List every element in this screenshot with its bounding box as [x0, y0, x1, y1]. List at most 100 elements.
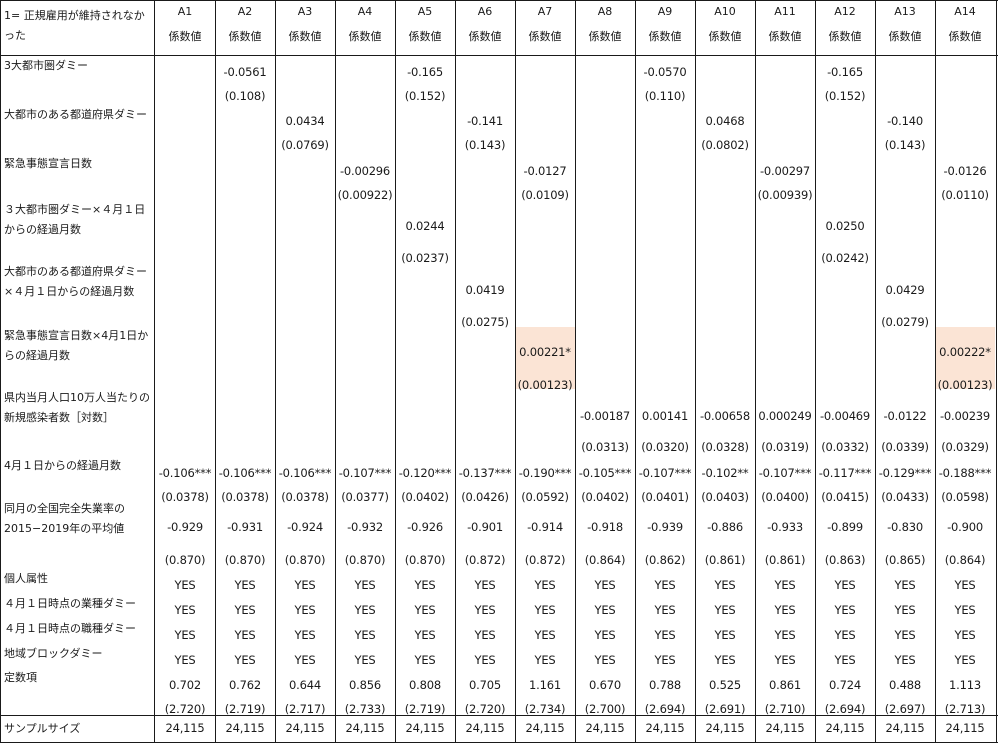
column-divider: [575, 0, 576, 743]
coefficient-value: -0.190***: [518, 466, 572, 480]
coefficient-value: -0.939: [647, 520, 683, 534]
standard-error-value: (0.143): [884, 138, 926, 152]
standard-error-value: (2.734): [524, 702, 566, 716]
standard-error-value: (0.0402): [401, 490, 449, 504]
coefficient-value: YES: [594, 628, 616, 642]
standard-error-value: (2.720): [164, 702, 206, 716]
column-header: A11: [774, 5, 796, 18]
coefficient-value: YES: [894, 578, 916, 592]
coefficient-value: -0.00469: [819, 409, 871, 423]
row-label: ４月１日時点の業種ダミー: [4, 597, 136, 610]
column-divider: [335, 0, 336, 743]
standard-error-value: (0.0237): [401, 251, 449, 265]
coefficient-value: YES: [294, 603, 316, 617]
standard-error-value: (0.863): [824, 553, 866, 567]
standard-error-value: (0.0242): [821, 251, 869, 265]
standard-error-value: (0.870): [344, 553, 386, 567]
coefficient-value: 24,115: [405, 721, 445, 735]
coefficient-value: 24,115: [885, 721, 925, 735]
coefficient-value: 24,115: [285, 721, 325, 735]
coefficient-value: -0.0570: [643, 65, 687, 79]
column-sublabel: 係数値: [288, 30, 322, 43]
coefficient-value: 24,115: [525, 721, 565, 735]
coefficient-value: YES: [834, 578, 856, 592]
standard-error-value: (0.00939): [757, 188, 813, 202]
standard-error-value: (0.0110): [941, 188, 989, 202]
coefficient-value: YES: [174, 653, 196, 667]
coefficient-value: YES: [234, 653, 256, 667]
coefficient-value: 0.856: [349, 678, 381, 692]
coefficient-value: -0.932: [347, 520, 383, 534]
standard-error-value: (0.861): [704, 553, 746, 567]
standard-error-value: (0.870): [224, 553, 266, 567]
coefficient-value: YES: [894, 603, 916, 617]
coefficient-value: YES: [654, 628, 676, 642]
column-divider: [215, 0, 216, 743]
standard-error-value: (0.152): [404, 89, 446, 103]
column-header: A4: [357, 5, 373, 18]
column-header: A8: [597, 5, 613, 18]
coefficient-value: YES: [954, 628, 976, 642]
coefficient-value: -0.918: [587, 520, 623, 534]
coefficient-value: YES: [594, 603, 616, 617]
column-header: A5: [417, 5, 433, 18]
standard-error-value: (0.0401): [641, 490, 689, 504]
standard-error-value: (2.697): [884, 702, 926, 716]
coefficient-value: -0.900: [947, 520, 983, 534]
coefficient-value: -0.106***: [278, 466, 332, 480]
coefficient-value: 1.161: [529, 678, 561, 692]
column-header: A3: [297, 5, 313, 18]
standard-error-value: (0.0319): [761, 440, 809, 454]
standard-error-value: (0.0769): [281, 138, 329, 152]
coefficient-value: YES: [894, 628, 916, 642]
column-sublabel: 係数値: [348, 30, 382, 43]
coefficient-value: YES: [714, 628, 736, 642]
coefficient-value: -0.00658: [699, 409, 751, 423]
column-header: A7: [537, 5, 553, 18]
standard-error-value: (0.0378): [161, 490, 209, 504]
standard-error-value: (0.0320): [641, 440, 689, 454]
coefficient-value: YES: [594, 653, 616, 667]
coefficient-value: YES: [714, 603, 736, 617]
standard-error-value: (0.0378): [281, 490, 329, 504]
coefficient-value: -0.830: [887, 520, 923, 534]
row-label: 県内当月人口10万人当たりの新規感染者数［対数］: [4, 391, 150, 424]
coefficient-value: YES: [234, 628, 256, 642]
coefficient-value: 0.0429: [885, 283, 925, 297]
standard-error-value: (0.870): [404, 553, 446, 567]
coefficient-value: 24,115: [945, 721, 985, 735]
standard-error-value: (2.717): [284, 702, 326, 716]
column-header: A1: [177, 5, 193, 18]
coefficient-value: YES: [774, 628, 796, 642]
standard-error-value: (0.00123): [517, 378, 573, 392]
standard-error-value: (0.0275): [461, 315, 509, 329]
coefficient-value: 0.762: [229, 678, 261, 692]
standard-error-value: (0.0592): [521, 490, 569, 504]
standard-error-value: (0.152): [824, 89, 866, 103]
column-sublabel: 係数値: [888, 30, 922, 43]
standard-error-value: (2.719): [404, 702, 446, 716]
standard-error-value: (2.719): [224, 702, 266, 716]
column-header: A14: [954, 5, 976, 18]
coefficient-value: -0.929: [167, 520, 203, 534]
coefficient-value: YES: [774, 578, 796, 592]
coefficient-value: -0.0126: [943, 164, 987, 178]
coefficient-value: -0.931: [227, 520, 263, 534]
standard-error-value: (0.00922): [337, 188, 393, 202]
coefficient-value: 0.705: [469, 678, 501, 692]
coefficient-value: YES: [414, 578, 436, 592]
standard-error-value: (0.0329): [941, 440, 989, 454]
coefficient-value: 0.000249: [758, 409, 812, 423]
coefficient-value: YES: [474, 578, 496, 592]
column-sublabel: 係数値: [588, 30, 622, 43]
coefficient-value: 0.0244: [405, 219, 445, 233]
column-sublabel: 係数値: [228, 30, 262, 43]
coefficient-value: -0.0127: [523, 164, 567, 178]
column-divider: [0, 0, 1, 743]
coefficient-value: 0.0468: [705, 114, 745, 128]
column-divider: [815, 0, 816, 743]
coefficient-value: YES: [594, 578, 616, 592]
row-label: 緊急事態宣言日数: [4, 157, 92, 170]
row-label: 個人属性: [4, 572, 48, 585]
